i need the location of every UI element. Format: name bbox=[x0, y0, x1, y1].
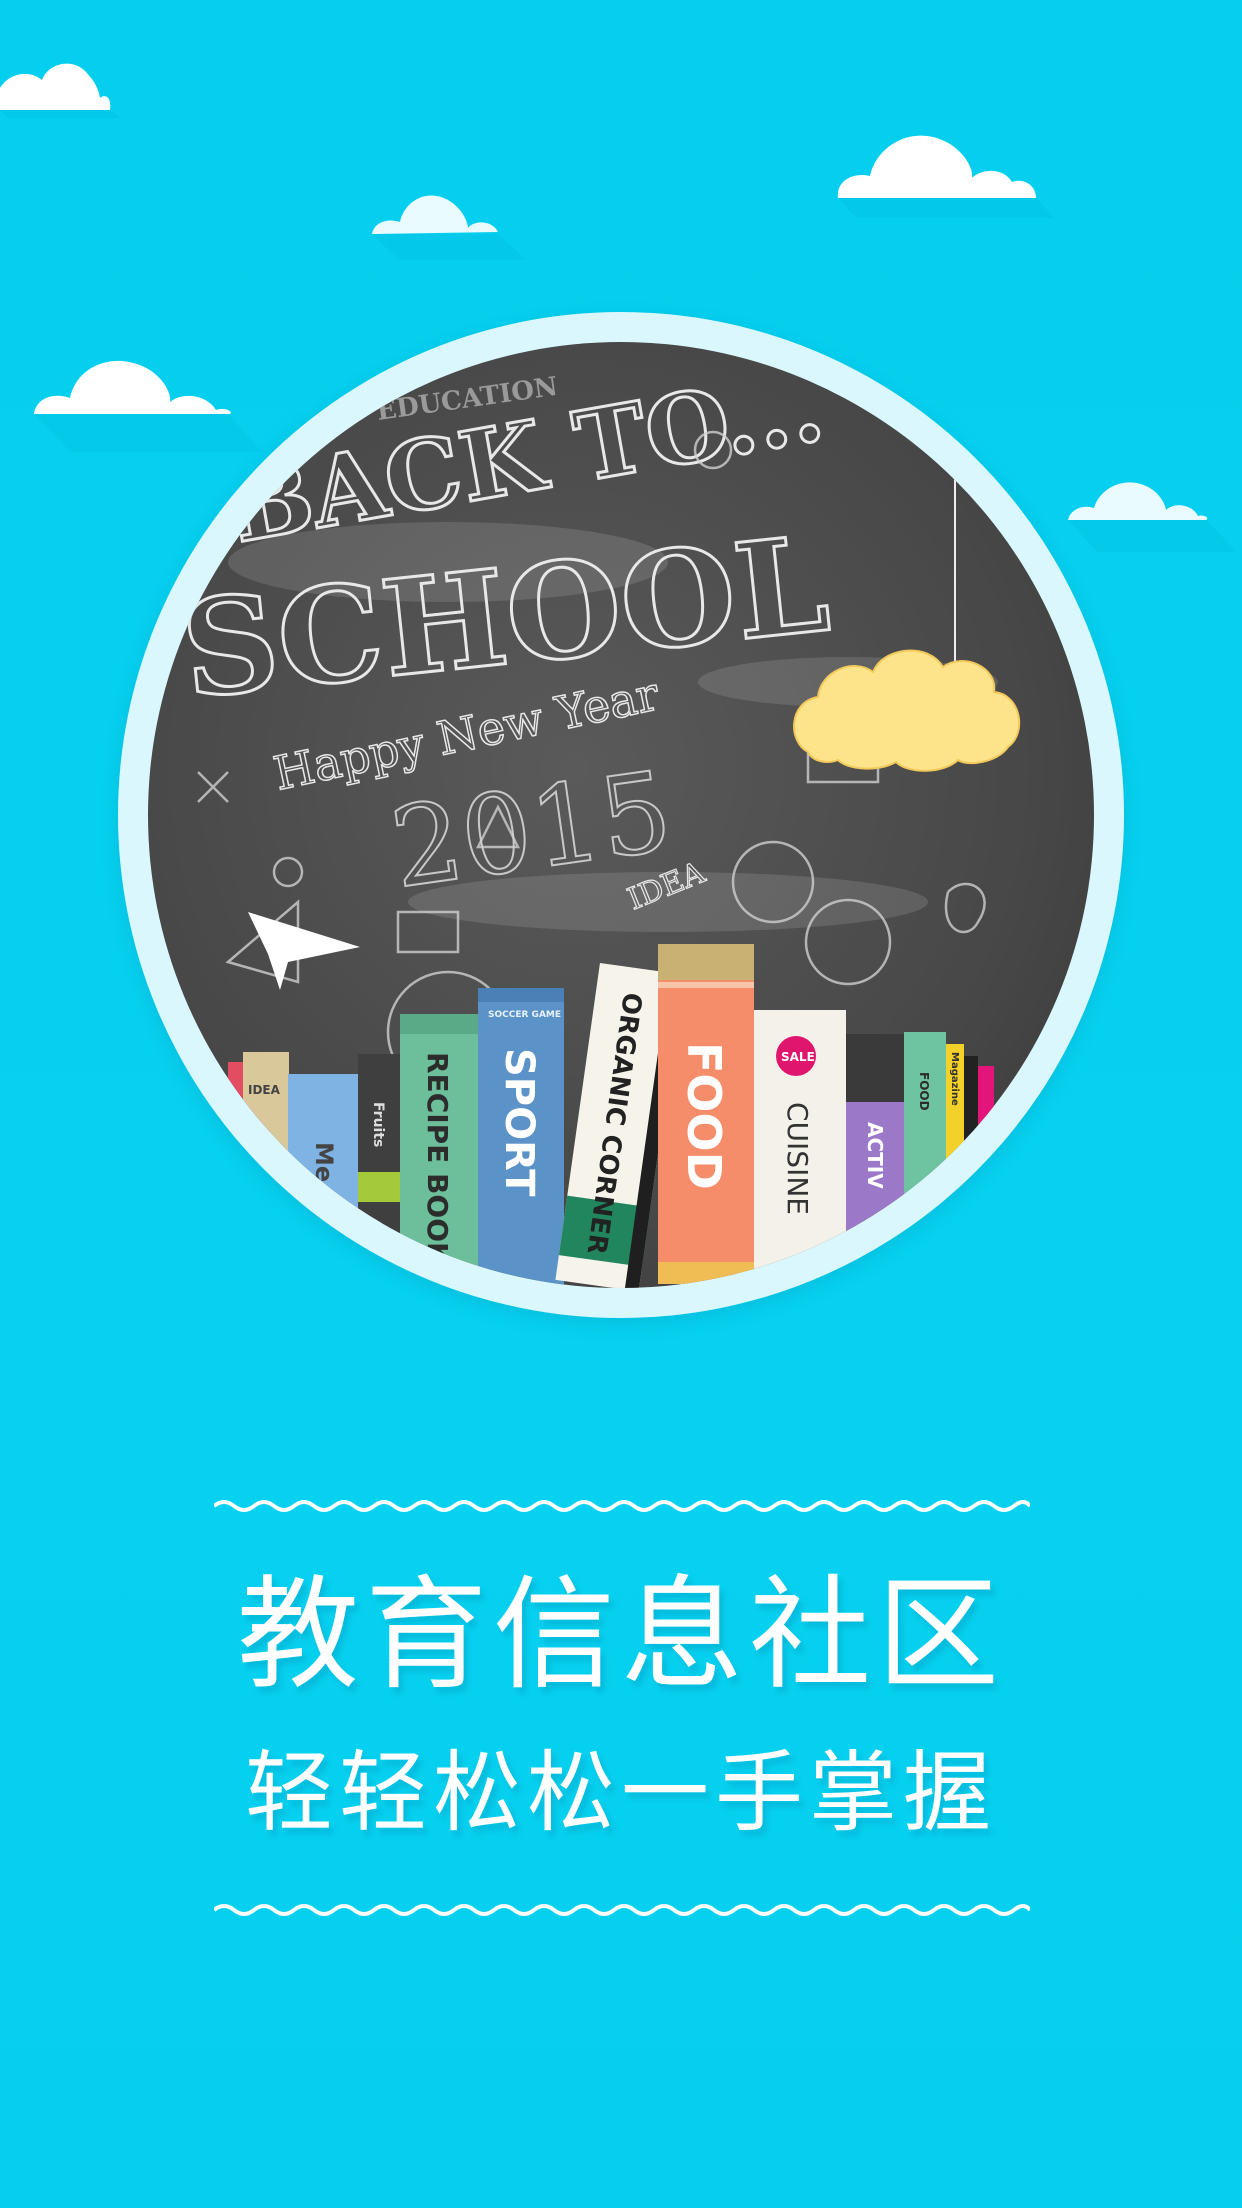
subheadline: 轻轻松松一手掌握 bbox=[244, 1741, 997, 1844]
svg-text:ACTIV: ACTIV bbox=[863, 1122, 887, 1189]
cloud-icon bbox=[34, 360, 260, 452]
svg-text:FOOD: FOOD bbox=[917, 1072, 931, 1111]
svg-text:Me: Me bbox=[310, 1142, 338, 1182]
yellow-cloud-icon bbox=[793, 649, 1021, 772]
svg-text:IDEA: IDEA bbox=[248, 1083, 281, 1097]
svg-text:SALE: SALE bbox=[781, 1050, 815, 1064]
svg-text:SPORT: SPORT bbox=[496, 1048, 542, 1197]
svg-text:CUISINE: CUISINE bbox=[781, 1102, 814, 1215]
svg-text:FOOD: FOOD bbox=[677, 1042, 731, 1190]
cloud-icon bbox=[0, 63, 121, 118]
cloud-icon bbox=[1068, 482, 1237, 552]
wavy-divider-top bbox=[214, 1500, 1030, 1512]
cloud-icon bbox=[837, 135, 1055, 218]
hero-chalkboard-image: EDUCATION BACK TO... SCHOOL Happy New Ye… bbox=[148, 342, 1094, 1288]
wavy-divider-bottom bbox=[214, 1904, 1030, 1916]
svg-text:SOCCER GAME: SOCCER GAME bbox=[488, 1010, 561, 1020]
cloud-icon bbox=[372, 195, 527, 260]
svg-text:Magazine: Magazine bbox=[949, 1052, 960, 1106]
headline: 教育信息社区 bbox=[237, 1564, 1005, 1706]
svg-text:RECIPE BOOK: RECIPE BOOK bbox=[421, 1052, 454, 1265]
svg-text:Fruits: Fruits bbox=[370, 1102, 386, 1147]
paper-plane-icon bbox=[248, 912, 360, 990]
